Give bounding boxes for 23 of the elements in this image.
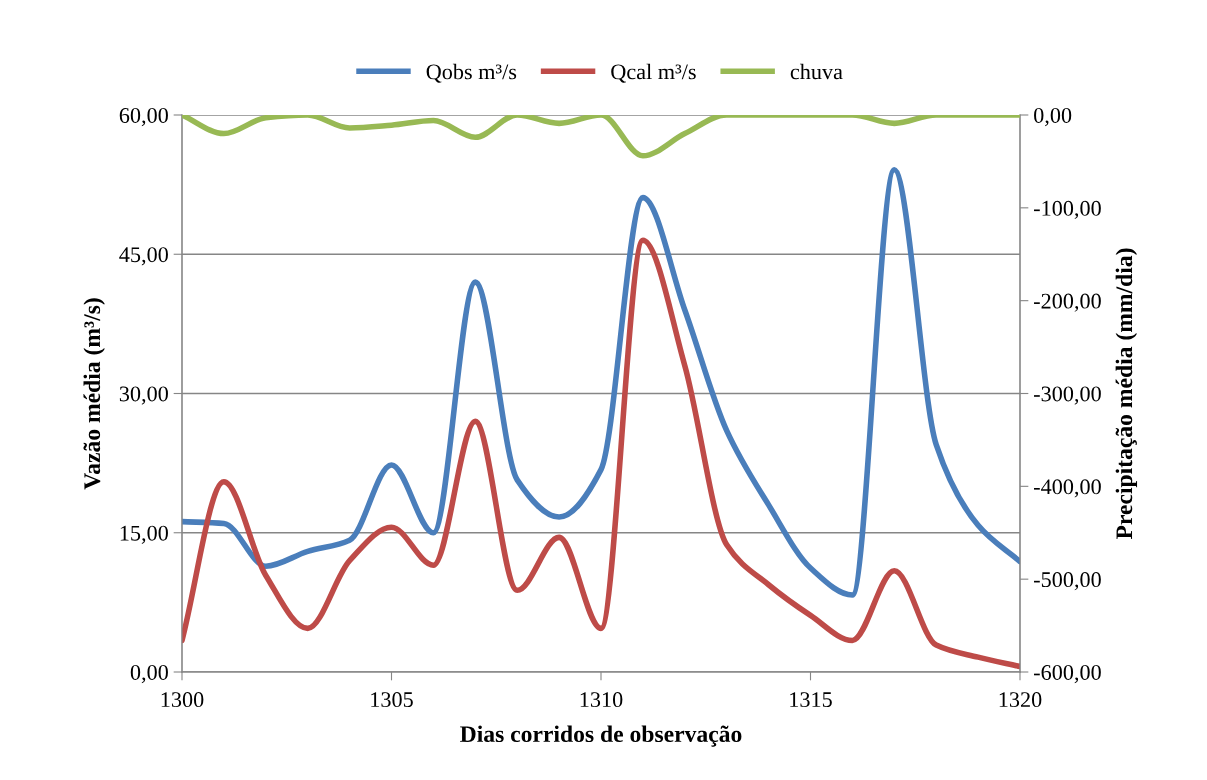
- y2-tick-label: 0,00: [1034, 107, 1072, 127]
- x-axis-title: Dias corridos de observação: [460, 725, 742, 747]
- x-tick-label: 1300: [161, 692, 204, 708]
- y-tick-label: 15,00: [120, 525, 168, 544]
- y-tick-label: 45,00: [119, 247, 168, 266]
- y2-tick-label: -100,00: [1034, 200, 1101, 219]
- x-tick-label: 1310: [580, 692, 623, 708]
- x-tick-label: 1320: [999, 692, 1042, 708]
- y-tick-label: 30,00: [119, 386, 168, 405]
- legend-label: chuva: [790, 63, 843, 80]
- y2-tick-label: -400,00: [1034, 479, 1101, 498]
- y2-tick-label: -600,00: [1034, 664, 1101, 684]
- legend-label: Qobs m³/s: [426, 63, 517, 83]
- legend-label: Qcal m³/s: [611, 63, 696, 83]
- y2-tick-label: -300,00: [1034, 386, 1101, 405]
- y-tick-label: 0,00: [130, 664, 168, 684]
- x-tick-label: 1305: [371, 692, 413, 708]
- y2-tick-label: -200,00: [1034, 293, 1101, 312]
- y-tick-label: 60,00: [119, 107, 168, 127]
- y2-axis-title: Precipitação média (mm/dia): [1115, 248, 1138, 540]
- x-tick-label: 1315: [790, 692, 832, 708]
- y-axis-title: Vazão média (m³/s): [83, 298, 105, 490]
- y2-tick-label: -500,00: [1034, 572, 1101, 591]
